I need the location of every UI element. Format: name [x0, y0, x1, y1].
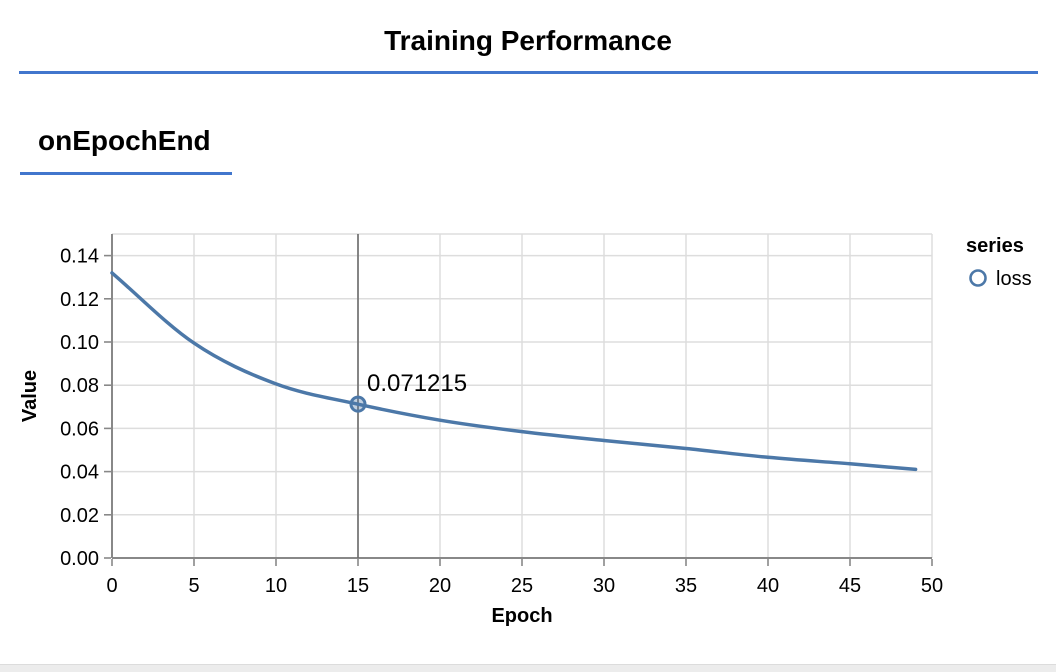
y-tick-label: 0.02 — [60, 505, 99, 527]
title-divider — [19, 71, 1038, 74]
y-tick-label: 0.12 — [60, 289, 99, 311]
axes — [104, 234, 933, 566]
legend-title: series — [966, 235, 1024, 257]
x-axis-title: Epoch — [491, 605, 552, 627]
x-tick-label: 5 — [188, 575, 199, 597]
y-axis-title: Value — [19, 370, 41, 422]
x-tick-label: 30 — [593, 575, 615, 597]
x-tick-label: 50 — [921, 575, 943, 597]
hover-tooltip-value: 0.071215 — [367, 370, 467, 397]
x-tick-label: 35 — [675, 575, 697, 597]
y-tick-label: 0.08 — [60, 375, 99, 397]
y-tick-label: 0.14 — [60, 246, 99, 268]
tick-labels: 0 5 10 15 20 25 30 35 40 45 50 0.00 0.02 0.04 0.06 0.08… — [60, 246, 943, 597]
legend-loss-marker-icon — [969, 269, 987, 287]
x-tick-label: 40 — [757, 575, 779, 597]
next-surface-edge — [0, 664, 1056, 672]
loss-line[interactable] — [110, 271, 918, 472]
legend: series loss — [966, 235, 1032, 290]
x-tick-label: 45 — [839, 575, 861, 597]
x-tick-label: 10 — [265, 575, 287, 597]
x-tick-label: 15 — [347, 575, 369, 597]
y-tick-label: 0.06 — [60, 418, 99, 440]
y-tick-label: 0.10 — [60, 332, 99, 354]
x-tick-label: 20 — [429, 575, 451, 597]
loss-series — [110, 271, 918, 472]
y-tick-label: 0.04 — [60, 462, 99, 484]
y-tick-label: 0.00 — [60, 548, 99, 570]
section-divider — [20, 172, 232, 175]
page-title: Training Performance — [384, 25, 672, 56]
hover-point-marker — [349, 395, 367, 413]
x-tick-label: 25 — [511, 575, 533, 597]
grid-lines — [112, 233, 933, 558]
legend-loss-label[interactable]: loss — [996, 268, 1032, 290]
x-tick-label: 0 — [106, 575, 117, 597]
section-title: onEpochEnd — [38, 125, 211, 156]
